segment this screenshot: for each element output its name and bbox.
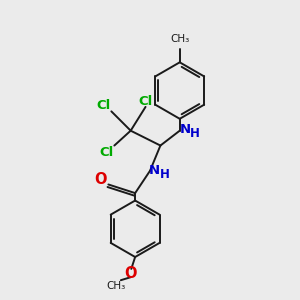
Text: O: O xyxy=(95,172,107,187)
Text: N: N xyxy=(149,164,160,177)
Text: N: N xyxy=(179,123,191,136)
Text: H: H xyxy=(160,168,170,181)
Text: Cl: Cl xyxy=(100,146,114,159)
Text: H: H xyxy=(190,127,200,140)
Text: Cl: Cl xyxy=(97,99,111,112)
Text: O: O xyxy=(124,266,137,281)
Text: CH₃: CH₃ xyxy=(106,281,125,291)
Text: CH₃: CH₃ xyxy=(170,34,189,44)
Text: Cl: Cl xyxy=(138,95,153,108)
